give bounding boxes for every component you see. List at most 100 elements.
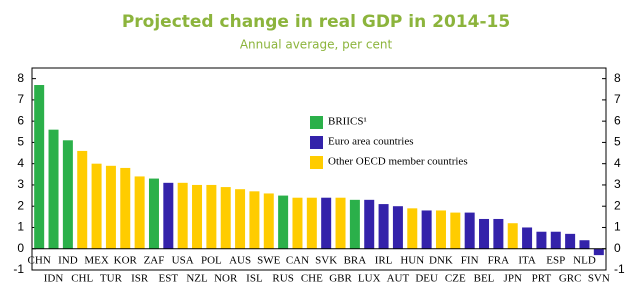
x-tick-label: CHL [71, 273, 93, 285]
bar [292, 197, 303, 249]
x-tick-label: FRA [488, 255, 509, 267]
x-tick-label: NLD [573, 255, 596, 267]
bar [263, 193, 274, 249]
bar [421, 210, 432, 249]
bar [464, 212, 475, 249]
y2-tick-label: 8 [614, 71, 621, 85]
x-tick-label: NZL [186, 273, 208, 285]
x-tick-label: ESP [546, 255, 565, 267]
x-tick-label: USA [172, 255, 194, 267]
x-tick-label: KOR [114, 255, 138, 267]
y2-tick-label: 5 [614, 135, 621, 149]
x-tick-label: AUT [387, 273, 410, 285]
legend-swatch [310, 116, 323, 129]
bar [435, 210, 446, 249]
bar [392, 206, 403, 249]
bar [249, 191, 260, 249]
x-tick-label: CZE [445, 273, 466, 285]
bar [522, 227, 533, 249]
y-tick-label: 3 [17, 177, 24, 191]
bar [278, 195, 289, 249]
bar [134, 176, 145, 249]
bar [349, 199, 360, 249]
y2-tick-label: 4 [614, 156, 621, 170]
legend-label: Euro area countries [328, 136, 414, 148]
x-tick-label: AUS [229, 255, 251, 267]
x-tick-label: TUR [100, 273, 123, 285]
y-tick-label: 8 [17, 71, 24, 85]
bar [479, 218, 490, 249]
y2-tick-label: 1 [614, 220, 621, 234]
bar [91, 163, 102, 249]
bar [163, 182, 174, 249]
x-tick-label: ZAF [144, 255, 165, 267]
bar [507, 223, 518, 249]
bar [565, 233, 576, 249]
legend-swatch [310, 136, 323, 149]
bar [493, 218, 504, 249]
x-tick-label: IRL [375, 255, 393, 267]
bar [306, 197, 317, 249]
y-tick-label: -1 [13, 262, 24, 276]
bar [105, 165, 116, 249]
x-tick-label: ITA [518, 255, 536, 267]
x-tick-label: FIN [461, 255, 479, 267]
bar [120, 167, 131, 249]
y-tick-label: 5 [17, 135, 24, 149]
y2-tick-label: 6 [614, 113, 621, 127]
bar [593, 248, 604, 256]
x-tick-label: IND [58, 255, 78, 267]
plot-frame [31, 67, 607, 271]
x-tick-label: CHN [28, 255, 51, 267]
x-tick-label: ISR [131, 273, 149, 285]
x-tick-label: DNK [429, 255, 453, 267]
x-tick-label: SVK [315, 255, 337, 267]
x-tick-label: SWE [257, 255, 281, 267]
x-tick-label: HUN [400, 255, 424, 267]
bar [536, 231, 547, 249]
y2-tick-label: 3 [614, 177, 621, 191]
x-tick-label: POL [201, 255, 222, 267]
x-tick-label: GRC [559, 273, 582, 285]
bar [77, 150, 88, 249]
chart-subtitle: Annual average, per cent [240, 38, 393, 52]
x-tick-label: SVN [588, 273, 610, 285]
x-tick-label: IDN [44, 273, 64, 285]
bar [550, 231, 561, 249]
bar [335, 197, 346, 249]
bar [62, 140, 73, 249]
bar [407, 208, 418, 249]
x-tick-label: GBR [329, 273, 352, 285]
x-tick-label: DEU [415, 273, 438, 285]
legend-swatch [310, 156, 323, 169]
bar [206, 184, 217, 249]
bar [450, 212, 461, 249]
x-tick-label: PRT [532, 273, 552, 285]
bar [579, 240, 590, 249]
bar [34, 85, 45, 249]
x-tick-label: LUX [358, 273, 381, 285]
x-tick-label: CHE [301, 273, 323, 285]
bar [235, 189, 246, 249]
legend-label: BRIICS¹ [328, 116, 367, 128]
x-tick-label: MEX [84, 255, 109, 267]
y2-tick-label: 2 [614, 198, 621, 212]
bar [148, 178, 159, 249]
x-tick-label: NOR [214, 273, 238, 285]
y-tick-label: 0 [17, 241, 24, 255]
y2-tick-label: -1 [614, 262, 625, 276]
y-tick-label: 1 [17, 220, 24, 234]
legend-label: Other OECD member countries [328, 156, 468, 168]
x-tick-label: ISL [246, 273, 263, 285]
y-tick-label: 2 [17, 198, 24, 212]
bar [378, 204, 389, 249]
y-tick-label: 7 [17, 92, 24, 106]
bar [177, 182, 188, 249]
x-tick-label: RUS [272, 273, 293, 285]
x-tick-label: BEL [474, 273, 495, 285]
y-tick-label: 4 [17, 156, 24, 170]
x-tick-label: BRA [344, 255, 367, 267]
bar [220, 187, 231, 249]
bar [364, 199, 375, 249]
